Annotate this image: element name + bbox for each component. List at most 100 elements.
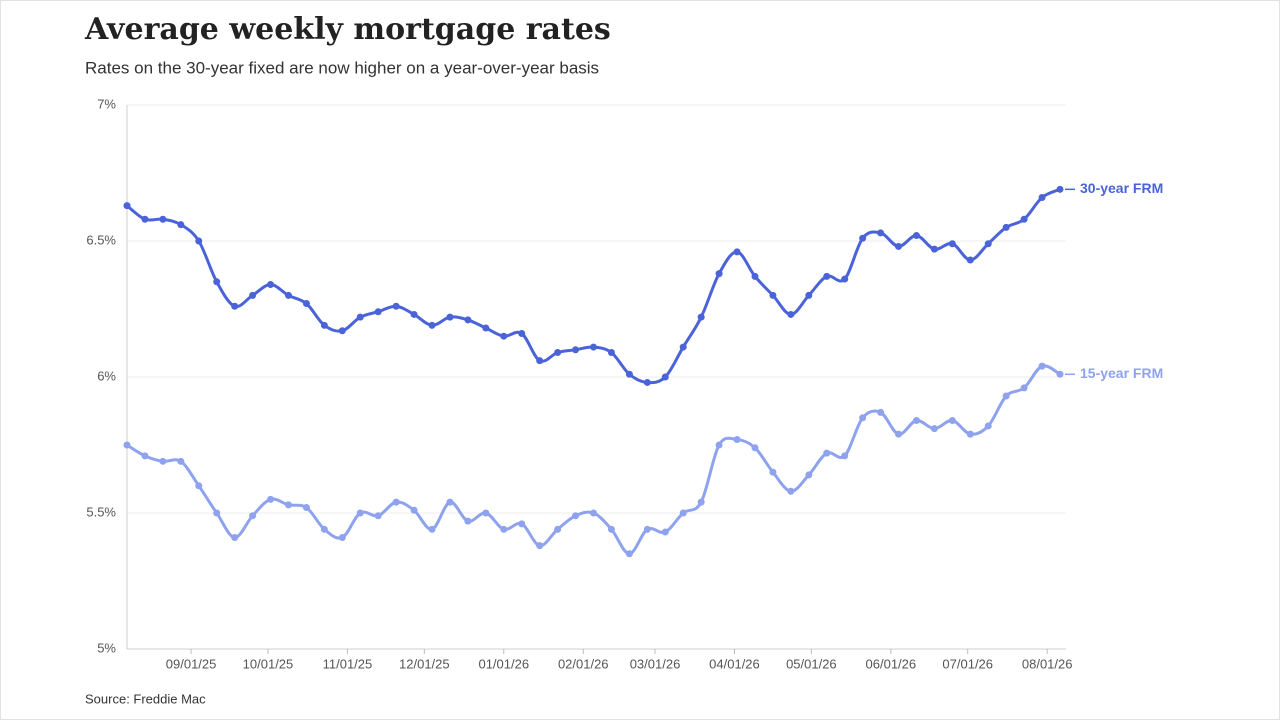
point xyxy=(769,468,777,476)
point xyxy=(464,316,472,324)
point xyxy=(966,256,974,264)
point xyxy=(249,291,257,299)
point xyxy=(141,215,149,223)
legend-label: 15-year FRM xyxy=(1080,365,1163,381)
point xyxy=(464,517,472,525)
point xyxy=(607,525,615,533)
point xyxy=(554,349,562,357)
point xyxy=(661,528,669,536)
point xyxy=(948,417,956,425)
point xyxy=(518,329,526,337)
point xyxy=(536,357,544,365)
point xyxy=(1002,392,1010,400)
point xyxy=(428,321,436,329)
point xyxy=(141,452,149,460)
x-tick-label: 01/01/26 xyxy=(478,656,529,671)
point xyxy=(733,436,741,444)
point xyxy=(446,498,454,506)
point xyxy=(213,278,221,286)
point xyxy=(302,300,310,308)
point xyxy=(661,373,669,381)
point xyxy=(841,275,849,283)
point xyxy=(554,525,562,533)
point xyxy=(518,520,526,528)
point xyxy=(338,533,346,541)
chart-title: Average weekly mortgage rates xyxy=(84,12,611,47)
y-tick-label: 6% xyxy=(97,368,116,383)
x-tick-label: 04/01/26 xyxy=(709,656,760,671)
point xyxy=(572,512,580,520)
point xyxy=(1020,384,1028,392)
y-tick-label: 5% xyxy=(97,640,116,655)
point xyxy=(356,509,364,517)
point xyxy=(320,321,328,329)
point xyxy=(805,291,813,299)
point xyxy=(679,343,687,351)
x-tick-label: 03/01/26 xyxy=(630,656,681,671)
point xyxy=(625,550,633,558)
point xyxy=(643,525,651,533)
point xyxy=(697,313,705,321)
point xyxy=(123,202,131,210)
point xyxy=(536,542,544,550)
point xyxy=(966,430,974,438)
point xyxy=(446,313,454,321)
point xyxy=(374,308,382,316)
point xyxy=(787,310,795,318)
point xyxy=(500,525,508,533)
point xyxy=(338,327,346,335)
point xyxy=(284,501,292,509)
point xyxy=(859,234,867,242)
x-tick-label: 12/01/25 xyxy=(399,656,450,671)
point xyxy=(643,378,651,386)
point xyxy=(320,525,328,533)
point xyxy=(267,281,275,289)
point xyxy=(302,504,310,512)
y-tick-label: 7% xyxy=(97,96,116,111)
point xyxy=(823,449,831,457)
point xyxy=(195,482,203,490)
x-tick-label: 05/01/26 xyxy=(786,656,837,671)
legend-label: 30-year FRM xyxy=(1080,180,1163,196)
point xyxy=(1020,215,1028,223)
point xyxy=(1038,193,1046,201)
point xyxy=(859,414,867,422)
point xyxy=(805,471,813,479)
point xyxy=(482,324,490,332)
x-tick-label: 10/01/25 xyxy=(243,656,294,671)
point xyxy=(177,221,185,229)
point xyxy=(177,457,185,465)
point xyxy=(841,452,849,460)
point xyxy=(123,441,131,449)
point xyxy=(356,313,364,321)
point xyxy=(249,512,257,520)
point xyxy=(500,332,508,340)
point xyxy=(877,408,885,416)
point xyxy=(823,272,831,280)
point xyxy=(1056,185,1064,193)
point xyxy=(410,506,418,514)
x-tick-label: 08/01/26 xyxy=(1022,656,1073,671)
point xyxy=(912,417,920,425)
point xyxy=(410,310,418,318)
point xyxy=(482,509,490,517)
point xyxy=(607,349,615,357)
chart-subtitle: Rates on the 30-year fixed are now highe… xyxy=(85,58,599,77)
point xyxy=(930,425,938,433)
point xyxy=(948,240,956,248)
point xyxy=(392,302,400,310)
point xyxy=(231,302,239,310)
point xyxy=(374,512,382,520)
point xyxy=(195,237,203,245)
point xyxy=(572,346,580,354)
point xyxy=(877,229,885,237)
point xyxy=(159,457,167,465)
point xyxy=(769,291,777,299)
point xyxy=(392,498,400,506)
point xyxy=(213,509,221,517)
point xyxy=(984,240,992,248)
source: Source: Freddie Mac xyxy=(85,691,206,706)
y-tick-label: 5.5% xyxy=(86,504,116,519)
